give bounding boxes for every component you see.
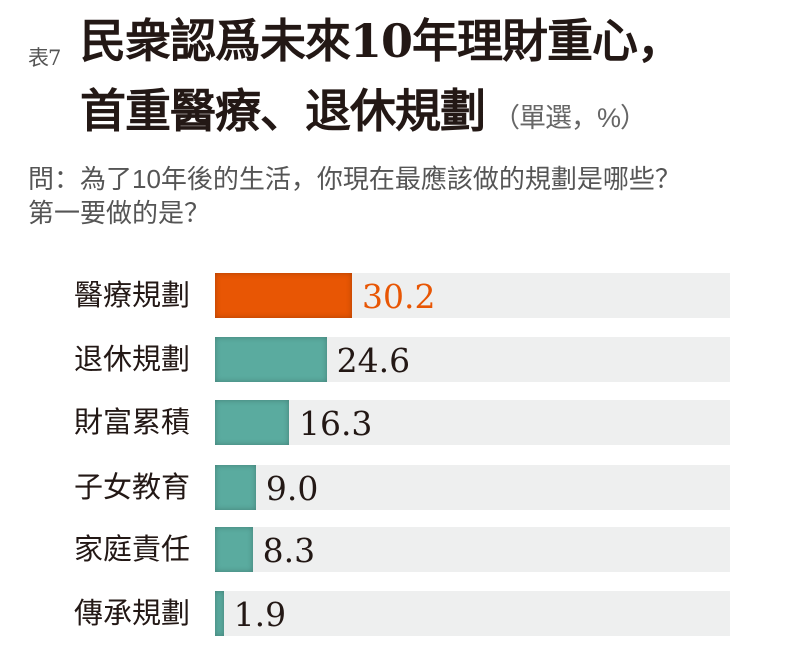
value-label: 30.2 [362, 277, 436, 316]
bar [215, 527, 253, 572]
bar-track: 1.9 [215, 591, 730, 636]
value-label: 16.3 [298, 404, 373, 443]
category-label: 醫療規劃 [74, 278, 191, 312]
bar-track: 9.0 [215, 465, 730, 510]
bar-track: 30.2 [215, 273, 730, 318]
chart-row: 醫療規劃 30.2 [0, 273, 792, 318]
category-label: 家庭責任 [74, 532, 191, 566]
value-label: 24.6 [336, 341, 411, 380]
category-label: 子女教育 [74, 470, 191, 504]
category-label: 財富累積 [74, 405, 191, 439]
survey-question: 問：為了10年後的生活，你現在最應該做的規劃是哪些？ 第一要做的是？ [28, 162, 788, 230]
table-number: 表7 [28, 46, 61, 70]
chart-title-line-1: 民衆認爲未來10年理財重心， [80, 14, 683, 68]
value-label: 9.0 [265, 469, 319, 508]
highlighted-bar [215, 273, 353, 318]
bar [215, 400, 289, 445]
category-label: 傳承規劃 [74, 596, 191, 630]
chart-row: 子女教育 9.0 [0, 465, 792, 510]
category-label: 退休規劃 [74, 342, 191, 376]
chart-title-line-2-text: 首重醫療、退休規劃 [80, 84, 486, 138]
question-line-1: 問：為了10年後的生活，你現在最應該做的規劃是哪些？ [28, 164, 681, 194]
title-unit-note: （單選，%） [493, 103, 647, 133]
bar [215, 465, 256, 510]
bar [215, 591, 224, 636]
bar [215, 337, 327, 382]
bar-track: 16.3 [215, 400, 730, 445]
question-line-2: 第一要做的是？ [28, 198, 211, 228]
chart-row: 家庭責任 8.3 [0, 527, 792, 572]
bar-track: 8.3 [215, 527, 730, 572]
chart-row: 傳承規劃 1.9 [0, 591, 792, 636]
value-label: 1.9 [233, 595, 287, 634]
bar-track: 24.6 [215, 337, 730, 382]
chart-title-line-2: 首重醫療、退休規劃 （單選，%） [80, 88, 647, 134]
chart-row: 退休規劃 24.6 [0, 337, 792, 382]
chart-row: 財富累積 16.3 [0, 400, 792, 445]
value-label: 8.3 [262, 531, 316, 570]
